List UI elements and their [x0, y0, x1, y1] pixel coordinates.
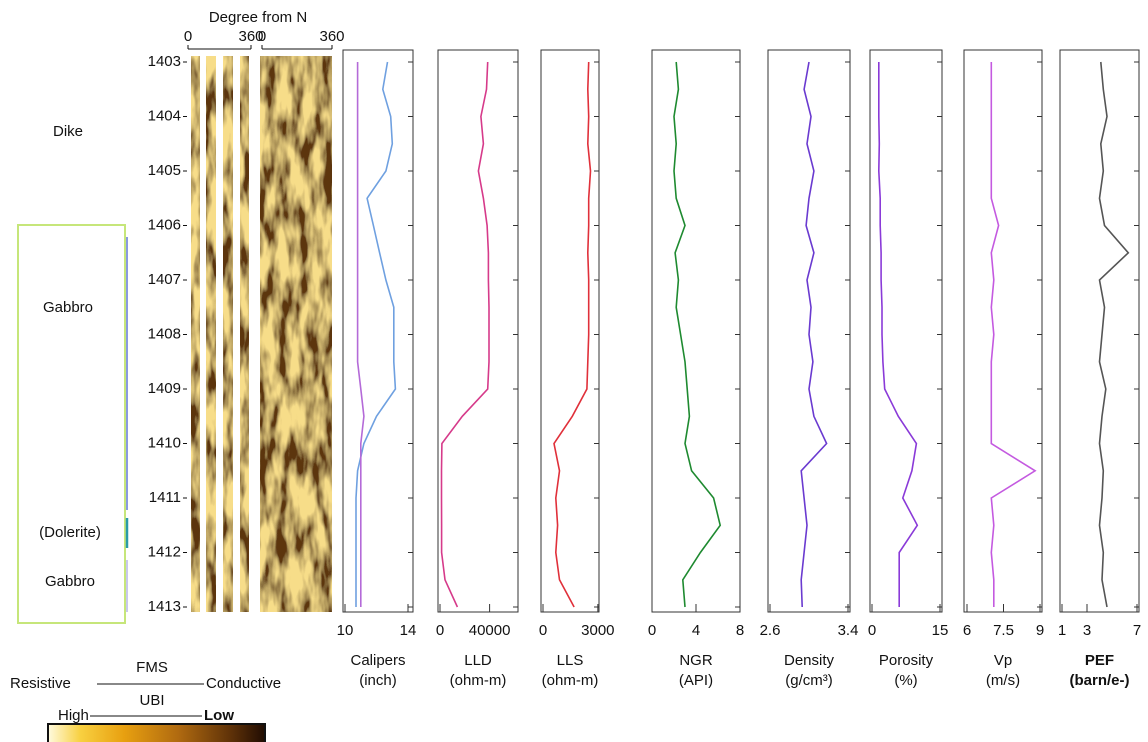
x-tick-label: 7	[1133, 622, 1141, 639]
log-curve	[674, 62, 720, 607]
track-unit: (ohm-m)	[542, 672, 599, 689]
track-frame	[438, 50, 518, 612]
x-tick-label: 3000	[581, 622, 614, 639]
color-scale	[48, 724, 265, 742]
depth-label: 1403	[148, 53, 181, 70]
depth-label: 1408	[148, 325, 181, 342]
depth-label: 1404	[148, 107, 181, 124]
lithology-label: Dike	[53, 123, 83, 140]
x-tick-label: 0	[868, 622, 876, 639]
depth-label: 1406	[148, 216, 181, 233]
lithology-label: (Dolerite)	[39, 524, 101, 541]
x-tick-label: 0	[258, 28, 266, 45]
track-unit: (API)	[679, 672, 713, 689]
ubi-image	[260, 56, 332, 612]
track-label: Porosity	[879, 652, 934, 669]
x-tick-label: 3.4	[838, 622, 859, 639]
track-unit: (m/s)	[986, 672, 1020, 689]
well-log-figure: Dike Gabbro (Dolerite) Gabbro FMS UBI Re…	[0, 0, 1148, 742]
x-tick-label: 1	[1058, 622, 1066, 639]
log-curve	[442, 62, 490, 607]
x-tick-label: 10	[337, 622, 354, 639]
x-tick-label: 2.6	[760, 622, 781, 639]
legend-resistive: Resistive	[10, 675, 71, 692]
depth-label: 1407	[148, 271, 181, 288]
x-tick-label: 0	[436, 622, 444, 639]
log-curve	[991, 62, 1035, 607]
track-frame	[343, 50, 413, 612]
x-tick-label: 7.5	[993, 622, 1014, 639]
depth-label: 1411	[149, 489, 181, 506]
depth-label: 1412	[148, 543, 181, 560]
track-label: NGR	[679, 652, 713, 669]
track-label: Density	[784, 652, 835, 669]
track-label: LLD	[464, 652, 492, 669]
x-tick-label: 15	[932, 622, 949, 639]
lithology-label: Gabbro	[43, 299, 93, 316]
track-label: Vp	[994, 652, 1012, 669]
lithology-label: Gabbro	[45, 573, 95, 590]
track-unit: (g/cm³)	[785, 672, 833, 689]
log-curve	[801, 62, 826, 607]
lithology-box	[18, 225, 125, 623]
log-curve	[358, 62, 364, 607]
x-tick-label: 0	[184, 28, 192, 45]
log-curve	[879, 62, 918, 607]
x-tick-label: 0	[648, 622, 656, 639]
log-curve	[554, 62, 591, 607]
depth-label: 1410	[148, 434, 181, 451]
fms-pad	[240, 56, 249, 612]
track-unit: (inch)	[359, 672, 397, 689]
depth-label: 1413	[148, 598, 181, 615]
track-label: Calipers	[350, 652, 405, 669]
x-tick-label: 3	[1083, 622, 1091, 639]
panel-title: Degree from N	[209, 9, 307, 26]
x-tick-label: 14	[400, 622, 417, 639]
x-tick-label: 6	[963, 622, 971, 639]
legend-ubi: UBI	[139, 692, 164, 709]
x-tick-label: 9	[1036, 622, 1044, 639]
legend-low: Low	[204, 707, 234, 724]
x-tick-label: 8	[736, 622, 744, 639]
track-frame	[541, 50, 599, 612]
x-tick-label: 360	[319, 28, 344, 45]
x-tick-label: 4	[692, 622, 700, 639]
legend-conductive: Conductive	[206, 675, 281, 692]
x-tick-label: 0	[539, 622, 547, 639]
x-tick-label: 40000	[469, 622, 511, 639]
log-curve	[1100, 62, 1129, 607]
fms-pad	[206, 56, 216, 612]
track-unit: (%)	[894, 672, 917, 689]
track-unit: (barn/e-)	[1070, 672, 1130, 689]
legend-fms: FMS	[136, 659, 168, 676]
fms-image	[191, 56, 249, 612]
fms-pad	[191, 56, 200, 612]
track-frame	[870, 50, 942, 612]
track-label: LLS	[557, 652, 584, 669]
depth-label: 1405	[148, 162, 181, 179]
depth-label: 1409	[148, 380, 181, 397]
track-frame	[964, 50, 1042, 612]
fms-pad	[223, 56, 233, 612]
track-unit: (ohm-m)	[450, 672, 507, 689]
log-curve	[356, 62, 395, 607]
track-label: PEF	[1085, 652, 1114, 669]
track-frame	[652, 50, 740, 612]
legend-high: High	[58, 707, 89, 724]
